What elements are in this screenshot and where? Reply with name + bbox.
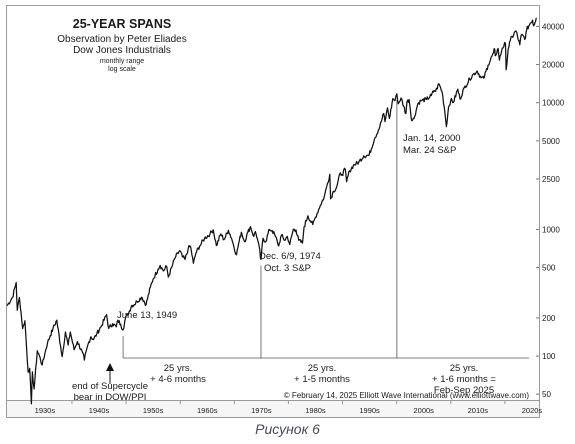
marker-1949-label: June 13, 1949 <box>117 310 177 321</box>
y-axis: 50 100 200 500 1000 2500 5000 10000 20000 40000 <box>536 22 565 399</box>
x-tick-label-1960s: 1960s <box>197 406 218 415</box>
y-tick-label-2500: 2500 <box>542 175 560 184</box>
arrow-label-line2: bear in DOW/PPI <box>74 392 147 403</box>
series-title: Dow Jones Industrials <box>73 45 171 56</box>
chart-frame: 50 100 200 500 1000 2500 5000 10000 20000 40000 1… <box>6 5 565 418</box>
x-tick-label-1940s: 1940s <box>89 406 110 415</box>
note-monthly-range: monthly range <box>100 58 144 65</box>
span-3-line3: Feb-Sep 2025 <box>434 385 494 396</box>
marker-lines <box>122 99 529 359</box>
marker-1974-label-line1: Dec. 6/9, 1974 <box>259 251 321 262</box>
y-tick-label-100: 100 <box>542 352 556 361</box>
x-tick-label-1930s: 1930s <box>35 406 56 415</box>
y-tick-label-10000: 10000 <box>542 99 565 108</box>
y-tick-label-40000: 40000 <box>542 22 565 31</box>
span-2-line2: + 1-5 months <box>294 374 350 385</box>
marker-2000-label-line2: Mar. 24 S&P <box>403 145 456 156</box>
x-axis-strip <box>6 400 540 418</box>
span-3-line1: 25 yrs. <box>450 363 479 374</box>
x-tick-label-1990s: 1990s <box>359 406 380 415</box>
figure-caption: Рисунок 6 <box>255 421 320 437</box>
y-tick-label-20000: 20000 <box>542 61 565 70</box>
span-2-line1: 25 yrs. <box>308 363 337 374</box>
y-tick-label-5000: 5000 <box>542 137 560 146</box>
arrow-label-line1: end of Supercycle <box>72 381 148 392</box>
x-tick-label-1950s: 1950s <box>143 406 164 415</box>
y-tick-label-1000: 1000 <box>542 225 560 234</box>
x-axis: 1930s 1940s 1950s 1960s 1970s 1980s 1990s 2000s… <box>35 401 543 415</box>
x-tick-label-1970s: 1970s <box>251 406 272 415</box>
y-tick-label-500: 500 <box>542 264 556 273</box>
marker-1974-label-line2: Oct. 3 S&P <box>264 263 311 274</box>
x-tick-label-2000s: 2000s <box>414 406 435 415</box>
chart-title: 25-YEAR SPANS <box>73 17 171 31</box>
dow-series-line <box>6 17 537 405</box>
x-tick-label-2010s: 2010s <box>468 406 489 415</box>
x-tick-label-1980s: 1980s <box>305 406 326 415</box>
copyright-footer: © February 14, 2025 Elliott Wave Interna… <box>284 391 530 400</box>
y-tick-label-50: 50 <box>542 390 551 399</box>
span-3-line2: + 1-6 months = <box>432 374 496 385</box>
span-1-line2: + 4-6 months <box>150 374 206 385</box>
marker-2000-label-line1: Jan. 14, 2000 <box>403 133 461 144</box>
supercycle-arrow-head <box>106 363 114 371</box>
chart-subtitle: Observation by Peter Eliades <box>57 34 187 45</box>
dow-25-year-spans-chart: 50 100 200 500 1000 2500 5000 10000 20000 40000 1… <box>6 5 565 418</box>
y-tick-label-200: 200 <box>542 314 556 323</box>
span-1-line1: 25 yrs. <box>164 363 193 374</box>
x-tick-label-2020s: 2020s <box>522 406 543 415</box>
note-log-scale: log scale <box>108 66 136 73</box>
